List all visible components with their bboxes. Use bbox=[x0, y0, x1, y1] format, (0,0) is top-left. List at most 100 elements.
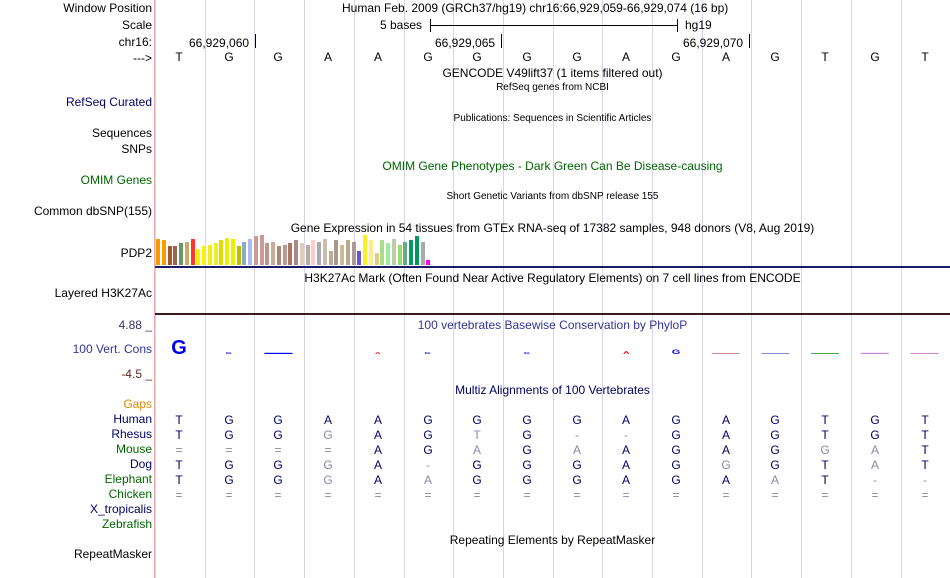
alignment-base: T bbox=[921, 413, 929, 427]
gtex-bar[interactable] bbox=[168, 246, 172, 265]
alignment-base: = bbox=[225, 443, 233, 457]
scale-bar-left-tick bbox=[430, 19, 431, 32]
gtex-bar[interactable] bbox=[237, 246, 241, 265]
gtex-bar[interactable] bbox=[231, 239, 235, 265]
gtex-bar[interactable] bbox=[369, 240, 373, 265]
gtex-bar[interactable] bbox=[277, 246, 281, 265]
gtex-bar[interactable] bbox=[219, 240, 223, 265]
alignment-base: G bbox=[522, 443, 532, 457]
gtex-bar[interactable] bbox=[162, 240, 166, 265]
alignment-base: G bbox=[423, 413, 433, 427]
gtex-gene-label[interactable]: PDP2 bbox=[120, 246, 152, 260]
gtex-bar[interactable] bbox=[311, 240, 315, 265]
species-label[interactable]: Human bbox=[113, 412, 152, 426]
scale-bar-right-tick bbox=[677, 19, 678, 32]
gtex-bar[interactable] bbox=[248, 239, 252, 265]
gtex-bar[interactable] bbox=[306, 245, 310, 265]
alignment-base: - bbox=[575, 428, 579, 442]
gtex-bar[interactable] bbox=[352, 242, 356, 265]
gtex-bar[interactable] bbox=[403, 242, 407, 265]
coord-label: 66,929,060 bbox=[189, 36, 250, 50]
gtex-bar[interactable] bbox=[340, 245, 344, 265]
alignment-base: G bbox=[870, 413, 880, 427]
omim-genes-label[interactable]: OMIM Genes bbox=[80, 173, 152, 187]
gtex-bar[interactable] bbox=[386, 243, 390, 265]
gtex-bar[interactable] bbox=[392, 239, 396, 265]
reference-base: A bbox=[621, 50, 630, 64]
gtex-bar[interactable] bbox=[271, 242, 275, 265]
gtex-bar[interactable] bbox=[426, 260, 430, 265]
species-label[interactable]: Chicken bbox=[108, 487, 152, 501]
gtex-bar[interactable] bbox=[346, 240, 350, 265]
gtex-bar[interactable] bbox=[421, 242, 425, 265]
publications-track-title: Publications: Sequences in Scientific Ar… bbox=[453, 113, 652, 124]
alignment-base: A bbox=[721, 428, 730, 442]
alignment-base: = bbox=[274, 488, 282, 502]
vert-cons-label[interactable]: 100 Vert. Cons bbox=[72, 342, 152, 356]
snps-label[interactable]: SNPs bbox=[121, 142, 152, 156]
gtex-bar[interactable] bbox=[185, 242, 189, 265]
conservation-mark bbox=[811, 353, 840, 354]
position-text[interactable]: Human Feb. 2009 (GRCh37/hg19) chr16:66,9… bbox=[342, 1, 729, 15]
gtex-bar[interactable] bbox=[173, 246, 177, 265]
layered-h3k27ac-label[interactable]: Layered H3K27Ac bbox=[54, 286, 152, 300]
gtex-bar[interactable] bbox=[329, 251, 333, 265]
gtex-bar[interactable] bbox=[300, 243, 304, 265]
alignment-base: = bbox=[672, 488, 680, 502]
conservation-letter: G bbox=[524, 352, 531, 355]
gtex-bar[interactable] bbox=[196, 249, 200, 265]
alignment-base: G bbox=[721, 458, 731, 472]
alignment-base: G bbox=[671, 458, 681, 472]
gtex-bar[interactable] bbox=[375, 253, 379, 265]
species-label[interactable]: Dog bbox=[129, 457, 152, 471]
repeatmasker-track-title: Repeating Elements by RepeatMasker bbox=[449, 533, 656, 547]
reference-base: G bbox=[472, 50, 482, 64]
alignment-base: = bbox=[523, 488, 531, 502]
gtex-bar[interactable] bbox=[415, 236, 419, 265]
species-label[interactable]: Elephant bbox=[104, 472, 152, 486]
gtex-bar[interactable] bbox=[409, 240, 413, 265]
gtex-bar[interactable] bbox=[398, 245, 402, 265]
species-label[interactable]: Mouse bbox=[115, 442, 152, 456]
refseq-curated-label[interactable]: RefSeq Curated bbox=[65, 95, 152, 109]
grid-line bbox=[602, 0, 603, 578]
gtex-bar[interactable] bbox=[260, 235, 264, 265]
alignment-base: G bbox=[472, 413, 482, 427]
gtex-bar[interactable] bbox=[179, 243, 183, 265]
gtex-bar[interactable] bbox=[202, 246, 206, 265]
gtex-bar[interactable] bbox=[156, 239, 160, 265]
gtex-bar[interactable] bbox=[214, 243, 218, 265]
gtex-bar[interactable] bbox=[380, 240, 384, 265]
label-divider bbox=[154, 0, 155, 578]
gaps-label[interactable]: Gaps bbox=[123, 397, 152, 411]
alignment-base: T bbox=[175, 473, 183, 487]
alignment-base: - bbox=[624, 428, 628, 442]
gtex-bar[interactable] bbox=[208, 245, 212, 265]
alignment-base: G bbox=[770, 443, 780, 457]
gtex-bar[interactable] bbox=[334, 240, 338, 265]
gtex-bar[interactable] bbox=[191, 239, 195, 265]
gtex-bar[interactable] bbox=[265, 243, 269, 265]
gtex-bar[interactable] bbox=[323, 239, 327, 265]
grid-line bbox=[751, 0, 752, 578]
gtex-bar[interactable] bbox=[294, 240, 298, 265]
alignment-base: A bbox=[621, 458, 630, 472]
gtex-bar[interactable] bbox=[288, 243, 292, 265]
gtex-bar[interactable] bbox=[363, 235, 367, 265]
gtex-bar[interactable] bbox=[242, 242, 246, 265]
species-label[interactable]: Zebrafish bbox=[101, 517, 152, 531]
alignment-base: T bbox=[821, 428, 829, 442]
species-label[interactable]: X_tropicalis bbox=[89, 502, 152, 516]
alignment-base: G bbox=[572, 458, 582, 472]
gtex-bar[interactable] bbox=[225, 238, 229, 265]
common-dbsnp-label[interactable]: Common dbSNP(155) bbox=[33, 204, 152, 218]
gtex-bar[interactable] bbox=[317, 242, 321, 265]
gtex-bar[interactable] bbox=[254, 236, 258, 265]
alignment-base: = bbox=[175, 443, 183, 457]
gtex-bar[interactable] bbox=[283, 245, 287, 265]
species-label[interactable]: Rhesus bbox=[111, 427, 152, 441]
gtex-bar[interactable] bbox=[357, 251, 361, 265]
sequences-label[interactable]: Sequences bbox=[91, 126, 152, 140]
repeatmasker-label[interactable]: RepeatMasker bbox=[73, 547, 152, 561]
